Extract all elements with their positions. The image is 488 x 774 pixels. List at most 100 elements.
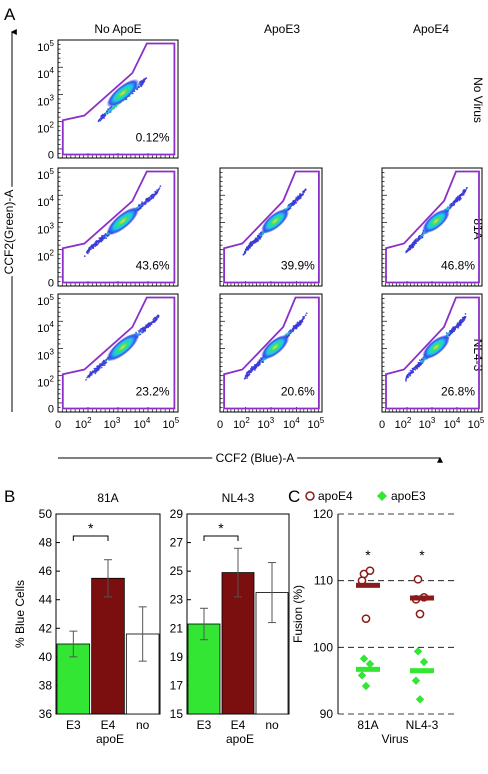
category-label: E3 <box>197 718 212 732</box>
flow-density-core <box>261 208 290 234</box>
flow-event-dot <box>249 242 252 245</box>
bar-chart-title: 81A <box>97 491 118 505</box>
flow-x-tick-label-base: 10 <box>395 419 407 431</box>
flow-x-tick-label: 102 <box>233 416 250 431</box>
flow-y-tick-label-exponent: 3 <box>50 221 55 230</box>
flow-event-dot <box>288 208 291 211</box>
flow-event-dot <box>453 204 455 207</box>
significance-star: * <box>419 547 425 563</box>
y-tick-label: 110 <box>314 574 333 588</box>
flow-event-dot <box>100 114 103 117</box>
flow-event-dot <box>253 369 256 371</box>
flow-x-tick-label-exponent: 3 <box>431 416 436 425</box>
flow-event-dot <box>100 366 103 369</box>
flow-y-tick-label-base: 10 <box>37 296 49 308</box>
flow-event-dot <box>138 85 140 88</box>
apoe3-point <box>361 681 371 691</box>
flow-event-dot <box>108 108 111 110</box>
flow-event-dot <box>97 369 99 371</box>
flow-event-dot <box>305 312 308 315</box>
apoE4-mean-bar <box>410 595 434 601</box>
flow-event-dot <box>412 368 414 371</box>
flow-event-dot <box>103 234 106 236</box>
flow-event-dot <box>103 361 106 363</box>
flow-event-dot <box>423 359 426 361</box>
flow-event-dot <box>458 320 461 322</box>
flow-event-dot <box>418 237 421 239</box>
flow-event-dot <box>300 194 303 197</box>
flow-event-dot <box>292 330 294 333</box>
flow-x-tick-label: 105 <box>468 416 485 431</box>
column-header-no-apoe: No ApoE <box>94 22 141 36</box>
flow-event-dot <box>101 234 103 237</box>
flow-event-dot <box>92 245 95 248</box>
flow-event-dot <box>242 253 245 256</box>
flow-event-dot <box>452 328 454 330</box>
flow-event-dot <box>94 370 97 373</box>
flow-event-dot <box>92 243 95 246</box>
flow-event-dot <box>289 204 292 207</box>
flow-event-dot <box>405 249 408 252</box>
y-tick-label: 36 <box>39 707 53 721</box>
flow-event-dot <box>88 374 91 376</box>
y-tick-label: 50 <box>39 507 53 521</box>
flow-x-tick-label-exponent: 4 <box>295 416 300 425</box>
flow-y-tick-label-exponent: 4 <box>50 194 55 203</box>
flow-x-tick-label: 104 <box>444 416 461 431</box>
flow-event-dot <box>144 78 146 81</box>
category-label: apoE <box>226 732 254 746</box>
flow-y-tick-label: 102 <box>37 249 54 264</box>
flow-gate-polygon <box>61 170 176 284</box>
flow-event-dot <box>409 246 412 249</box>
y-tick-label: 21 <box>170 621 184 635</box>
apoe4-point <box>361 614 371 624</box>
flow-y-tick-label-base: 10 <box>37 124 49 136</box>
gate-percentage: 23.2% <box>136 384 170 398</box>
flow-x-tick-label-base: 10 <box>308 419 320 431</box>
flow-event-dot <box>412 242 415 245</box>
flow-event-dot <box>450 331 453 334</box>
flow-event-dot <box>260 232 263 235</box>
flow-event-dot <box>104 114 107 117</box>
significance-star: * <box>218 520 224 536</box>
apoE3-mean-bar <box>410 668 434 674</box>
flow-event-dot <box>254 237 257 240</box>
flow-event-dot <box>246 246 248 249</box>
flow-y-tick-label-base: 10 <box>37 197 49 209</box>
flow-event-dot <box>422 233 425 236</box>
flow-x-tick-label: 0 <box>217 419 223 431</box>
flow-event-dot <box>411 370 413 373</box>
flow-x-tick-label-base: 0 <box>55 419 61 431</box>
flow-gate-polygon <box>223 296 320 410</box>
flow-y-tick-label: 0 <box>48 277 54 289</box>
flow-event-dot <box>462 193 465 195</box>
flow-event-dot <box>99 119 102 122</box>
flow-x-tick-label-exponent: 4 <box>146 416 151 425</box>
flow-y-tick-label-exponent: 5 <box>50 39 55 48</box>
flow-event-dot <box>153 319 156 322</box>
flow-y-tick-label-base: 10 <box>37 69 49 81</box>
flow-x-tick-label: 104 <box>134 416 151 431</box>
flow-event-dot <box>102 113 104 116</box>
flow-event-dot <box>138 81 141 83</box>
flow-gate-polygon <box>61 296 176 410</box>
flow-event-dot <box>407 373 409 376</box>
flow-event-dot <box>147 197 150 200</box>
flow-density-core <box>106 332 140 362</box>
flow-plot-r2-c2: 26.8%0 102 103 104 105 <box>379 293 485 431</box>
flow-event-dot <box>295 198 298 201</box>
flow-x-tick-label-exponent: 3 <box>270 416 275 425</box>
flow-event-dot <box>291 204 294 207</box>
flow-event-dot <box>294 199 297 202</box>
flow-event-dot <box>250 368 253 371</box>
flow-event-dot <box>254 366 256 369</box>
flow-density-core <box>106 206 140 236</box>
flow-event-dot <box>449 330 451 332</box>
flow-y-tick-label: 104 <box>37 194 54 209</box>
flow-event-dot <box>459 322 462 325</box>
flow-event-dot <box>419 362 421 364</box>
flow-event-dot <box>446 332 449 335</box>
flow-event-dot <box>105 360 108 363</box>
flow-event-dot <box>155 192 157 195</box>
